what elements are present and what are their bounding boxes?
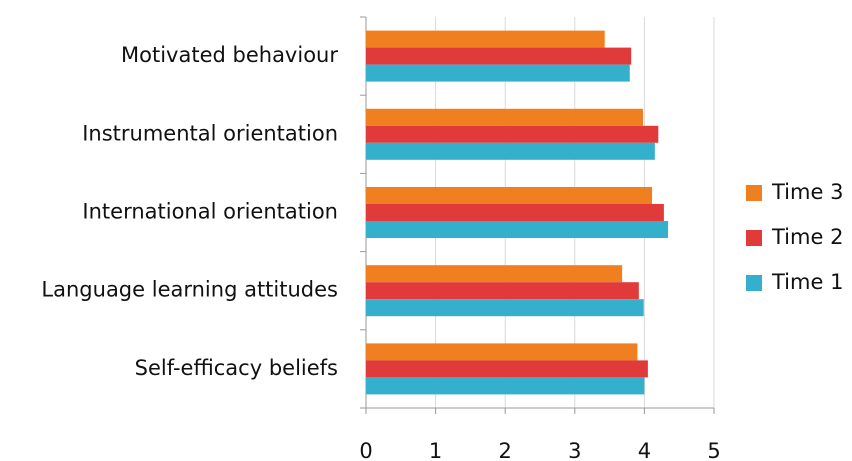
- bar: [366, 282, 639, 300]
- legend-swatch: [746, 230, 762, 246]
- y-tick-label: Language learning attitudes: [41, 278, 338, 302]
- y-tick-label: Instrumental orientation: [82, 121, 338, 145]
- bar: [366, 299, 644, 317]
- x-tick-label: 5: [707, 439, 720, 461]
- x-tick-label: 4: [638, 439, 651, 461]
- bar: [366, 142, 655, 160]
- legend-label: Time 2: [771, 225, 843, 249]
- x-tick-label: 2: [499, 439, 512, 461]
- bar: [366, 221, 669, 238]
- legend-label: Time 3: [771, 180, 843, 204]
- bar: [366, 377, 645, 395]
- y-tick-label: Motivated behaviour: [121, 43, 338, 67]
- legend-label: Time 1: [771, 270, 843, 294]
- bar: [366, 64, 630, 82]
- bar: [366, 204, 664, 221]
- bar: [366, 47, 632, 65]
- bar: [366, 265, 623, 283]
- y-tick-label: Self-efficacy beliefs: [135, 356, 338, 380]
- bar: [366, 187, 653, 204]
- x-tick-label: 0: [359, 439, 372, 461]
- legend-swatch: [746, 275, 762, 291]
- legend-swatch: [746, 185, 762, 201]
- bar: [366, 360, 648, 378]
- bar: [366, 125, 659, 143]
- x-tick-label: 3: [568, 439, 581, 461]
- bar: [366, 108, 644, 126]
- y-tick-label: International orientation: [82, 200, 338, 224]
- bar: [366, 343, 638, 361]
- x-tick-label: 1: [429, 439, 442, 461]
- bar: [366, 30, 605, 48]
